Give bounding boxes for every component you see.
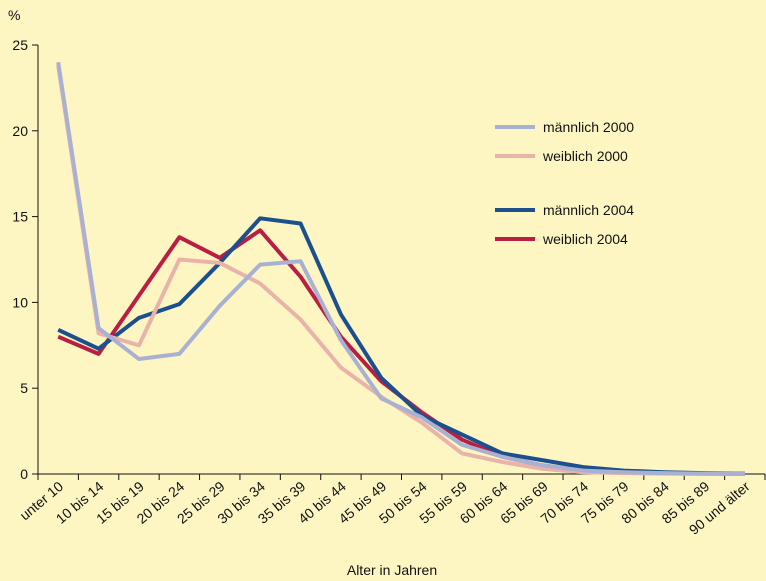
series-line — [57, 216, 745, 476]
y-tick-label: 20 — [12, 123, 28, 139]
x-axis-label: Alter in Jahren — [347, 562, 437, 578]
legend-label: männlich 2000 — [543, 119, 634, 135]
series-line — [56, 61, 745, 476]
legend-label: weiblich 2004 — [542, 231, 628, 247]
y-tick-label: 0 — [20, 466, 28, 482]
series-line — [56, 65, 745, 476]
y-tick-label: 5 — [20, 380, 28, 396]
legend-label: männlich 2004 — [543, 202, 634, 218]
y-axis-label: % — [8, 7, 20, 23]
series-line — [57, 228, 745, 476]
y-tick-label: 10 — [12, 294, 28, 310]
legend-label: weiblich 2000 — [542, 148, 628, 164]
y-tick-label: 15 — [12, 209, 28, 225]
y-tick-label: 25 — [12, 37, 28, 53]
